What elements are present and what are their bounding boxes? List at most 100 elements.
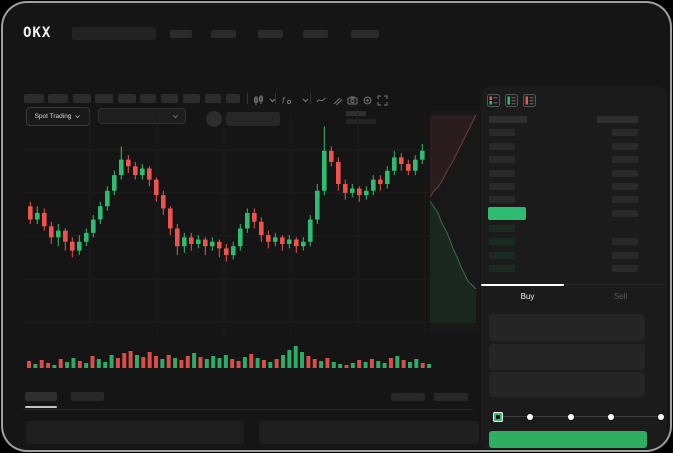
orderbook-cell-price bbox=[489, 143, 515, 150]
slider-stop[interactable] bbox=[568, 414, 574, 420]
line-style-icon[interactable] bbox=[316, 93, 327, 104]
orderbook-panel: Buy Sell bbox=[481, 87, 667, 449]
orders-section bbox=[3, 383, 481, 449]
toolbar-separator bbox=[247, 93, 248, 104]
orderbook-row-ask[interactable] bbox=[481, 143, 667, 152]
orderbook-row-ask[interactable] bbox=[481, 170, 667, 179]
orderbook-cell-price bbox=[489, 238, 515, 245]
chevron-down-icon bbox=[75, 115, 81, 119]
pair-dropdown[interactable] bbox=[98, 108, 186, 124]
chevron-down-icon bbox=[173, 114, 178, 118]
search-input[interactable] bbox=[72, 27, 156, 40]
market-type-selector[interactable]: Spot Trading bbox=[26, 107, 90, 126]
nav-item[interactable] bbox=[211, 30, 236, 38]
timeframe-button[interactable] bbox=[24, 94, 44, 103]
orderbook-cell-amount bbox=[612, 156, 638, 163]
candle-type-icon[interactable] bbox=[253, 93, 264, 105]
indicators-icon[interactable]: f bbox=[281, 93, 292, 106]
orders-tab[interactable] bbox=[25, 392, 57, 401]
trade-tabs: Buy Sell bbox=[481, 284, 667, 309]
slider-stop[interactable] bbox=[493, 412, 503, 422]
timeframe-button[interactable] bbox=[118, 94, 136, 103]
orderbook-row-ask[interactable] bbox=[481, 129, 667, 138]
nav-item[interactable] bbox=[303, 30, 328, 38]
order-input[interactable] bbox=[489, 314, 645, 341]
timeframe-button[interactable] bbox=[48, 94, 68, 103]
orderbook-row-ask[interactable] bbox=[481, 156, 667, 165]
timeframe-button[interactable] bbox=[183, 94, 200, 103]
orders-tab[interactable] bbox=[71, 392, 104, 401]
nav-item[interactable] bbox=[258, 30, 283, 38]
orders-action-button[interactable] bbox=[391, 393, 425, 401]
chevron-down-icon[interactable] bbox=[267, 93, 278, 104]
market-bar: Spot Trading bbox=[3, 51, 670, 127]
orderbook-cell-amount bbox=[612, 252, 638, 259]
orderbook-cell-price bbox=[489, 252, 515, 259]
last-price-highlight bbox=[488, 207, 526, 220]
coin-icon bbox=[206, 111, 222, 127]
pair-name-placeholder bbox=[226, 112, 280, 126]
nav-item[interactable] bbox=[351, 30, 379, 38]
tab-sell[interactable]: Sell bbox=[613, 292, 628, 301]
orderbook-cell-price bbox=[489, 156, 515, 163]
timeframe-button[interactable] bbox=[73, 94, 91, 103]
timeframe-button[interactable] bbox=[95, 94, 113, 103]
orders-tab-underline bbox=[25, 406, 57, 408]
orderbook-cell-amount bbox=[612, 265, 638, 272]
candlestick-chart[interactable] bbox=[23, 109, 433, 373]
slider-stop[interactable] bbox=[608, 414, 614, 420]
fullscreen-icon[interactable] bbox=[377, 93, 388, 106]
orderbook-cell-price bbox=[489, 225, 515, 232]
slider-stop[interactable] bbox=[527, 414, 533, 420]
orderbook-cell-amount bbox=[612, 196, 638, 203]
orderbook-header-amount bbox=[597, 116, 638, 123]
amount-slider[interactable] bbox=[493, 416, 658, 417]
timeframe-button[interactable] bbox=[161, 94, 178, 103]
order-input[interactable] bbox=[489, 344, 645, 370]
orderbook-cell-price bbox=[489, 129, 515, 136]
book-both-icon[interactable] bbox=[487, 94, 500, 107]
orders-action-button[interactable] bbox=[434, 393, 468, 401]
orderbook-row-ask[interactable] bbox=[481, 183, 667, 192]
orders-panel-placeholder bbox=[26, 421, 244, 444]
orderbook-row-ask[interactable] bbox=[481, 196, 667, 205]
orderbook-cell-amount bbox=[612, 210, 638, 217]
orderbook-header-price bbox=[489, 116, 527, 123]
orderbook-row-bid[interactable] bbox=[481, 225, 667, 234]
orderbook-row-bid[interactable] bbox=[481, 252, 667, 261]
chevron-down-icon[interactable] bbox=[300, 93, 311, 104]
nav-item[interactable] bbox=[170, 30, 192, 38]
orderbook-cell-price bbox=[489, 170, 515, 177]
timeframe-button[interactable] bbox=[140, 94, 156, 103]
orderbook-cell-amount bbox=[612, 129, 638, 136]
orders-divider bbox=[23, 409, 473, 410]
book-asks-icon[interactable] bbox=[523, 94, 536, 107]
orderbook-row-bid[interactable] bbox=[481, 265, 667, 274]
depth-chart bbox=[430, 111, 480, 333]
timeframe-button[interactable] bbox=[205, 94, 221, 103]
orderbook-cell-amount bbox=[612, 238, 638, 245]
draw-icon[interactable] bbox=[332, 93, 343, 106]
camera-icon[interactable] bbox=[347, 93, 358, 105]
orderbook-cell-amount bbox=[612, 170, 638, 177]
book-bids-icon[interactable] bbox=[505, 94, 518, 107]
orderbook-cell-amount bbox=[612, 183, 638, 190]
orderbook-cell-price bbox=[489, 265, 515, 272]
toolbar-separator bbox=[275, 93, 276, 104]
slider-stop[interactable] bbox=[658, 414, 664, 420]
settings-icon[interactable] bbox=[362, 93, 373, 105]
market-stat bbox=[346, 111, 380, 125]
market-type-label: Spot Trading bbox=[34, 113, 72, 120]
buy-submit-button[interactable] bbox=[489, 431, 647, 448]
order-input[interactable] bbox=[489, 372, 645, 397]
orderbook-cell-price bbox=[489, 183, 515, 190]
stat-label-placeholder bbox=[346, 119, 376, 124]
tab-buy[interactable]: Buy bbox=[520, 292, 535, 301]
stat-value-placeholder bbox=[346, 111, 366, 116]
orders-panel-placeholder bbox=[259, 421, 479, 444]
okx-logo: OKX bbox=[23, 25, 52, 41]
svg-text:f: f bbox=[282, 96, 286, 106]
orderbook-row-bid[interactable] bbox=[481, 238, 667, 247]
timeframe-button[interactable] bbox=[226, 94, 240, 103]
